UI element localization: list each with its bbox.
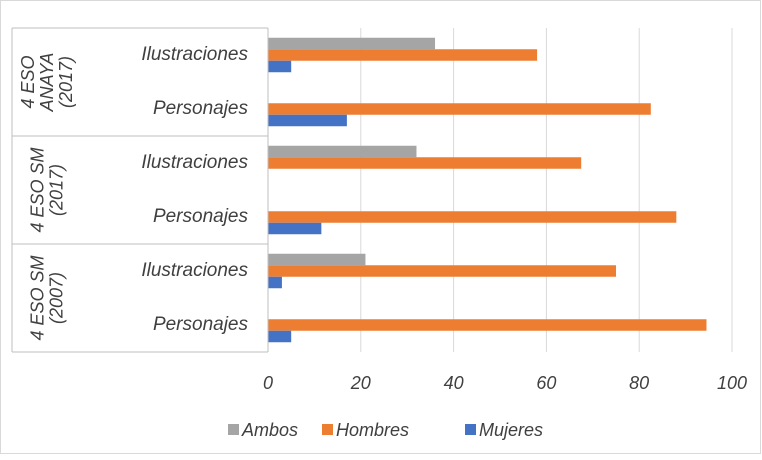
bar [268, 37, 436, 50]
group-label: 4 ESO ANAYA (2017) [18, 53, 76, 113]
category-label: Ilustraciones [141, 152, 248, 173]
bar [268, 103, 651, 115]
x-tick-label: 80 [629, 373, 649, 393]
bar [268, 222, 322, 235]
bar [268, 211, 677, 223]
category-label: Ilustraciones [141, 44, 248, 65]
legend-swatch [465, 424, 476, 435]
category-label: Ilustraciones [141, 260, 248, 281]
x-tick-label: 0 [263, 373, 273, 393]
legend-label: Hombres [336, 420, 409, 440]
category-label: Personajes [153, 206, 249, 227]
group-label: 4 ESO SM (2017) [27, 147, 66, 232]
category-label: Personajes [153, 98, 249, 119]
bar [268, 49, 538, 61]
group-label-line: 4 ESO [18, 55, 38, 108]
bar [268, 276, 282, 289]
bar [268, 114, 347, 127]
category-label: Personajes [153, 314, 249, 335]
group-label-line: (2017) [56, 56, 76, 108]
group-label-line: (2017) [46, 164, 66, 216]
bar [268, 330, 292, 343]
bar [268, 60, 292, 73]
legend-label: Mujeres [479, 420, 543, 440]
legend-swatch [228, 424, 239, 435]
bar [268, 265, 616, 277]
x-tick-label: 20 [350, 373, 371, 393]
x-tick-label: 40 [444, 373, 464, 393]
legend-swatch [322, 424, 333, 435]
bar [268, 319, 707, 331]
bar [268, 145, 417, 158]
bar [268, 157, 582, 169]
bar [268, 253, 366, 266]
group-label-line: 4 ESO SM [27, 147, 47, 232]
group-label-line: 4 ESO SM [27, 255, 47, 340]
group-label-line: ANAYA [37, 53, 57, 113]
x-tick-label: 100 [717, 373, 747, 393]
x-tick-label: 60 [536, 373, 556, 393]
legend-label: Ambos [241, 420, 298, 440]
group-label: 4 ESO SM (2007) [27, 255, 66, 340]
group-label-line: (2007) [46, 272, 66, 324]
